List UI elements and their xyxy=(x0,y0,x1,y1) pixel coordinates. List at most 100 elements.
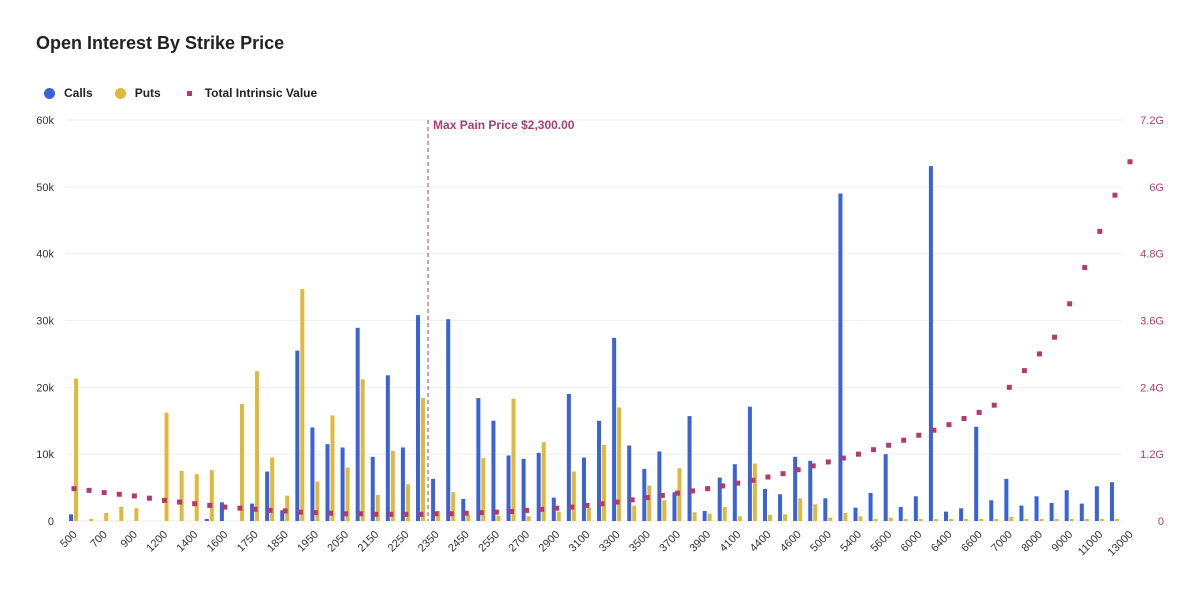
calls-bar xyxy=(627,445,632,521)
intrinsic-value-point xyxy=(659,492,665,498)
y2-tick-label: 3.6G xyxy=(1140,316,1164,328)
intrinsic-value-point xyxy=(86,487,92,493)
puts-bar xyxy=(421,398,426,521)
x-tick-label: 2700 xyxy=(506,529,532,555)
intrinsic-value-point xyxy=(720,483,726,489)
puts-bar xyxy=(481,458,486,521)
intrinsic-value-point xyxy=(584,502,590,508)
x-tick-label: 8000 xyxy=(1019,529,1045,555)
puts-bar xyxy=(270,457,275,521)
intrinsic-value-point xyxy=(524,507,530,513)
puts-bar xyxy=(617,407,622,521)
x-tick-label: 3500 xyxy=(627,529,653,555)
x-tick-label: 5000 xyxy=(808,529,834,555)
x-tick-label: 6000 xyxy=(899,529,925,555)
legend-item-calls[interactable]: Calls xyxy=(44,86,93,100)
x-tick-label: 3900 xyxy=(687,529,713,555)
x-tick-label: 7000 xyxy=(989,529,1015,555)
intrinsic-value-point xyxy=(810,463,816,469)
intrinsic-value-point xyxy=(901,437,907,443)
x-tick-label: 1950 xyxy=(295,529,321,555)
intrinsic-value-point xyxy=(508,509,514,515)
intrinsic-value-point xyxy=(312,510,318,516)
calls-bar xyxy=(506,455,511,521)
puts-swatch-icon xyxy=(114,87,126,99)
legend-item-puts[interactable]: Puts xyxy=(114,86,161,100)
puts-bar xyxy=(873,518,878,521)
calls-bar xyxy=(702,510,707,521)
puts-bar xyxy=(918,518,923,521)
puts-bar xyxy=(994,518,999,521)
y-tick-label: 0 xyxy=(48,516,54,528)
intrinsic-value-point xyxy=(855,451,861,457)
x-tick-label: 3300 xyxy=(597,529,623,555)
intrinsic-value-point xyxy=(614,499,620,505)
puts-bar xyxy=(647,485,652,521)
calls-bar xyxy=(416,315,421,521)
puts-bar xyxy=(330,415,335,521)
calls-bar xyxy=(295,350,300,521)
x-tick-label: 2150 xyxy=(356,529,382,555)
puts-bar xyxy=(1114,518,1119,521)
intrinsic-value-point xyxy=(539,506,545,512)
legend-item-intrinsic[interactable]: Total Intrinsic Value xyxy=(183,86,317,100)
x-tick-label: 2250 xyxy=(386,529,412,555)
x-tick-label: 5400 xyxy=(838,529,864,555)
calls-bar xyxy=(823,498,828,521)
puts-bar xyxy=(586,507,591,521)
puts-bar xyxy=(375,494,380,521)
intrinsic-value-point xyxy=(433,511,439,517)
x-tick-label: 13000 xyxy=(1106,529,1136,559)
calls-bar xyxy=(959,508,964,521)
y2-tick-label: 1.2G xyxy=(1140,449,1164,461)
max-pain-label: Max Pain Price $2,300.00 xyxy=(433,118,575,132)
calls-bar xyxy=(325,444,330,521)
x-tick-label: 1750 xyxy=(235,529,261,555)
intrinsic-value-point xyxy=(1097,228,1103,234)
calls-bar xyxy=(853,507,858,521)
intrinsic-swatch-icon xyxy=(186,90,192,96)
intrinsic-value-point xyxy=(916,432,922,438)
puts-bar xyxy=(903,518,908,521)
intrinsic-value-point xyxy=(991,402,997,408)
calls-bar xyxy=(898,506,903,521)
x-tick-label: 900 xyxy=(119,529,140,550)
puts-bar xyxy=(858,516,863,521)
puts-bar xyxy=(662,500,667,521)
x-tick-label: 1400 xyxy=(175,529,201,555)
intrinsic-value-point xyxy=(886,442,892,448)
x-tick-label: 2550 xyxy=(476,529,502,555)
intrinsic-value-point xyxy=(252,506,258,512)
intrinsic-value-point xyxy=(1052,334,1058,340)
calls-bar xyxy=(1034,496,1039,521)
intrinsic-value-point xyxy=(976,409,982,415)
puts-bar xyxy=(752,463,757,521)
puts-bar xyxy=(813,504,818,521)
y2-tick-label: 4.8G xyxy=(1140,249,1164,261)
intrinsic-value-point xyxy=(1112,192,1118,198)
calls-bar xyxy=(808,460,813,521)
x-tick-label: 700 xyxy=(88,529,109,550)
puts-bar xyxy=(602,444,607,521)
puts-bar xyxy=(888,517,893,521)
calls-bar xyxy=(521,458,526,521)
intrinsic-value-point xyxy=(418,511,424,517)
intrinsic-value-point xyxy=(71,486,77,492)
puts-bar xyxy=(1099,518,1104,521)
y-tick-label: 60k xyxy=(36,115,54,127)
calls-bar xyxy=(566,394,571,521)
puts-bar xyxy=(692,512,697,521)
intrinsic-value-point xyxy=(177,499,183,505)
x-tick-label: 6600 xyxy=(959,529,985,555)
calls-bar xyxy=(1064,490,1069,521)
calls-bar xyxy=(204,518,209,521)
intrinsic-value-point xyxy=(735,480,741,486)
puts-bar xyxy=(933,518,938,521)
puts-bar xyxy=(979,518,984,521)
puts-bar xyxy=(405,484,410,521)
puts-bar xyxy=(632,505,637,521)
puts-bar xyxy=(949,518,954,521)
puts-bar xyxy=(451,492,456,521)
x-tick-label: 2450 xyxy=(446,529,472,555)
